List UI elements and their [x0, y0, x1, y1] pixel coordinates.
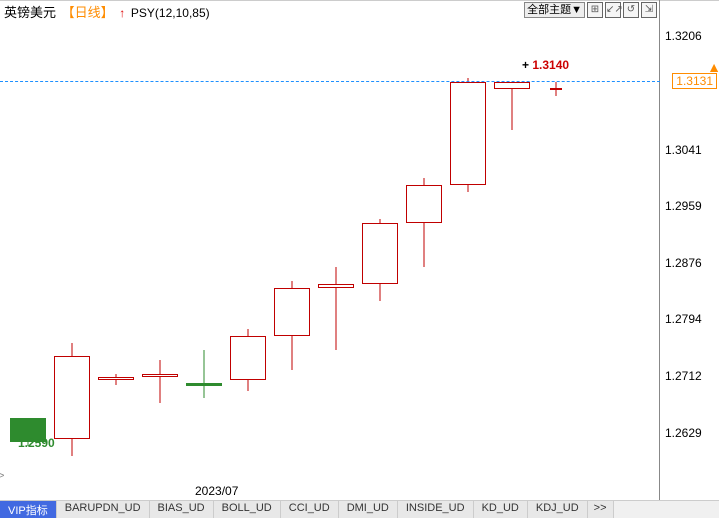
toolbar-btn-3[interactable]: ↺	[623, 2, 639, 18]
tab-indicator[interactable]: >>	[588, 501, 614, 518]
toolbar-btn-1[interactable]: ⊞	[587, 2, 603, 18]
theme-dropdown[interactable]: 全部主题▼	[524, 2, 585, 18]
tab-vip[interactable]: VIP指标	[0, 501, 57, 518]
y-axis: 1.3131 ▲ 1.2629 1.2712 1.2794 1.2876 1.2959 1…	[661, 0, 719, 500]
price-arrow-icon: ▲	[707, 59, 719, 75]
y-tick: 1.3206	[665, 29, 702, 43]
direction-arrow: ↑	[119, 6, 125, 20]
toolbar-btn-4[interactable]: ⇲	[641, 2, 657, 18]
tab-indicator[interactable]: BIAS_UD	[150, 501, 214, 518]
y-tick: 1.2712	[665, 369, 702, 383]
toolbar: 全部主题▼ ⊞ ↙↗ ↺ ⇲	[524, 2, 657, 18]
tab-indicator[interactable]: KD_UD	[474, 501, 528, 518]
left-edge-marker: >	[0, 470, 4, 482]
chart-area: 英镑美元 【日线】 ↑ PSY(12,10,85) 1.2590 + 1.314…	[0, 0, 660, 500]
high-price-label: + 1.3140	[522, 58, 569, 72]
symbol-title: 英镑美元	[4, 5, 56, 20]
chart-header: 英镑美元 【日线】 ↑ PSY(12,10,85)	[4, 2, 212, 21]
tab-indicator[interactable]: BARUPDN_UD	[57, 501, 150, 518]
interval-label: 【日线】	[62, 5, 114, 20]
y-tick: 1.2629	[665, 426, 702, 440]
indicator-tabs: VIP指标BARUPDN_UDBIAS_UDBOLL_UDCCI_UDDMI_U…	[0, 500, 719, 518]
tab-indicator[interactable]: INSIDE_UD	[398, 501, 474, 518]
y-tick: 1.2876	[665, 256, 702, 270]
tab-indicator[interactable]: BOLL_UD	[214, 501, 281, 518]
y-tick: 1.2794	[665, 312, 702, 326]
current-price-tag: 1.3131	[672, 73, 717, 89]
tab-indicator[interactable]: DMI_UD	[339, 501, 398, 518]
low-price-label: 1.2590	[18, 436, 55, 450]
tab-indicator[interactable]: KDJ_UD	[528, 501, 588, 518]
toolbar-btn-2[interactable]: ↙↗	[605, 2, 621, 18]
current-price-line	[0, 81, 660, 82]
indicator-label: PSY(12,10,85)	[131, 6, 210, 20]
tab-indicator[interactable]: CCI_UD	[281, 501, 339, 518]
y-tick: 1.3041	[665, 143, 702, 157]
x-axis-date: 2023/07	[195, 484, 238, 498]
y-tick: 1.2959	[665, 199, 702, 213]
